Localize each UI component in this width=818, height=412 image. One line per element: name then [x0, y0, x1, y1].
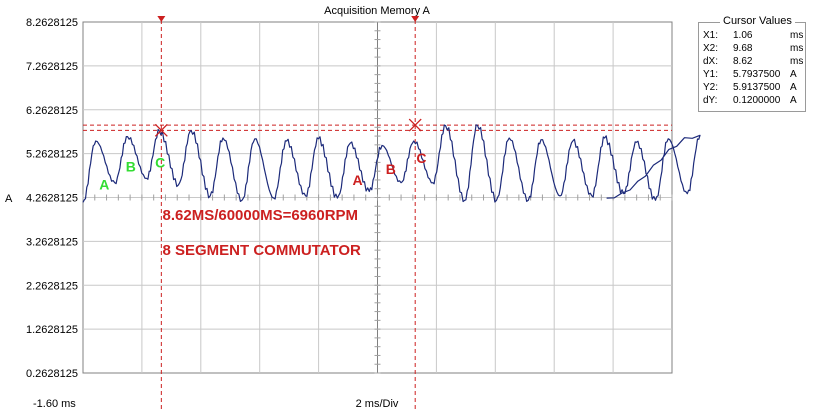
cursor-value-name: X2: — [703, 43, 719, 54]
x-axis-start-label: -1.60 ms — [33, 398, 76, 410]
cursor-value-name: Y1: — [703, 69, 719, 80]
cursor-intersection-marker — [154, 123, 168, 137]
annotation-texts: 8.62MS/60000MS=6960RPM 8 SEGMENT COMMUTAT… — [163, 207, 362, 259]
waveform-letter-label: B — [126, 159, 136, 175]
cursor-intersection-marker — [408, 118, 422, 132]
cursor-value-name: Y2: — [703, 82, 719, 93]
waveform-letter-labels: A B C A B C — [99, 150, 426, 192]
cursor-value-row: dY: 0.1200000 A — [703, 95, 803, 107]
waveform-letter-label: A — [352, 172, 362, 188]
cursor-value-value: 1.06 — [733, 30, 753, 41]
cursor-value-unit: ms — [790, 56, 804, 67]
cursor-value-unit: ms — [790, 30, 804, 41]
cursor-value-value: 8.62 — [733, 56, 753, 67]
y-tick-label: 8.2628125 — [26, 17, 78, 29]
cursor-lines[interactable] — [83, 16, 672, 412]
cursor-value-name: X1: — [703, 30, 719, 41]
waveform-letter-label: B — [386, 161, 396, 177]
x-cursor-handle[interactable] — [157, 16, 166, 22]
chart-title: Acquisition Memory A — [324, 5, 430, 17]
y-tick-label: 2.2628125 — [26, 280, 78, 292]
cursor-value-name: dX: — [703, 56, 719, 67]
y-axis-unit-label: A — [5, 193, 13, 205]
cursor-value-unit: A — [790, 82, 797, 93]
cursor-value-row: X1: 1.06 ms — [703, 30, 803, 42]
cursor-value-row: X2: 9.68 ms — [703, 43, 803, 55]
y-tick-label: 5.2628125 — [26, 149, 78, 161]
y-tick-label: 7.2628125 — [26, 61, 78, 73]
cursor-values-title: Cursor Values — [720, 15, 795, 27]
waveform-letter-label: C — [416, 150, 426, 166]
cursor-value-row: dX: 8.62 ms — [703, 56, 803, 68]
y-tick-label: 4.2628125 — [26, 193, 78, 205]
cursor-value-unit: A — [790, 95, 797, 106]
cursor-intersection-markers — [154, 118, 422, 137]
x-cursor-handle[interactable] — [411, 16, 420, 22]
y-tick-label: 1.2628125 — [26, 324, 78, 336]
cursor-value-value: 5.7937500 — [733, 69, 781, 80]
waveform-letter-label: A — [99, 176, 109, 192]
cursor-value-row: Y2: 5.9137500 A — [703, 82, 803, 94]
plot-grid — [82, 21, 673, 374]
y-tick-label: 6.2628125 — [26, 105, 78, 117]
cursor-value-row: Y1: 5.7937500 A — [703, 69, 803, 81]
annotation-text: 8 SEGMENT COMMUTATOR — [163, 242, 362, 259]
cursor-value-value: 9.68 — [733, 43, 753, 54]
cursor-value-value: 5.9137500 — [733, 82, 781, 93]
y-axis-tick-labels: 8.2628125 7.2628125 6.2628125 5.2628125 4.26… — [26, 17, 78, 380]
waveform-letter-label: C — [155, 154, 165, 170]
y-tick-label: 3.2628125 — [26, 236, 78, 248]
annotation-text: 8.62MS/60000MS=6960RPM — [163, 207, 359, 224]
x-axis-scale-label: 2 ms/Div — [356, 398, 399, 410]
cursor-value-unit: ms — [790, 43, 804, 54]
cursor-value-unit: A — [790, 69, 797, 80]
y-tick-label: 0.2628125 — [26, 368, 78, 380]
cursor-value-value: 0.1200000 — [733, 95, 781, 106]
cursor-value-name: dY: — [703, 95, 718, 106]
current-waveform-trace — [82, 124, 701, 203]
